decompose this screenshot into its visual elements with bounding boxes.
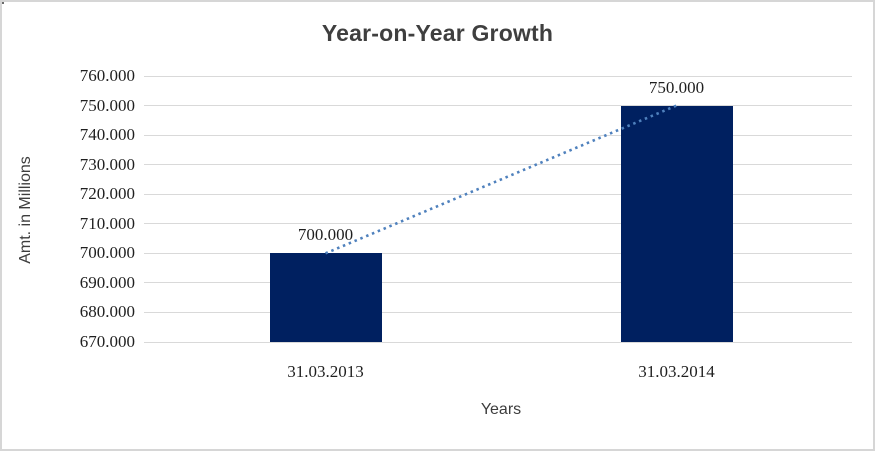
gridline <box>144 134 852 136</box>
y-tick-label: 760.000 <box>79 66 135 85</box>
gridline <box>144 282 852 284</box>
y-tick-label: 720.000 <box>79 184 135 204</box>
gridline <box>144 252 852 254</box>
y-axis-tick-labels: 760.000 750.000 740.000 730.000 720.000 710.0… <box>2 66 135 351</box>
bar-31.03.2013[interactable] <box>269 253 382 342</box>
gridline <box>144 105 852 107</box>
y-tick-label: 710.000 <box>79 213 135 233</box>
y-tick-label: 740.000 <box>79 125 135 145</box>
gridline <box>144 164 852 166</box>
gridline <box>144 193 852 195</box>
x-category-label: 31.03.2014 <box>638 362 715 381</box>
gridline <box>144 341 852 343</box>
x-axis-title: Years <box>480 401 522 418</box>
y-tick-label: 680.000 <box>79 302 135 322</box>
gridline <box>144 223 852 225</box>
trendline-svg <box>324 104 678 255</box>
y-tick-label: 750.000 <box>79 95 135 115</box>
bar-data-label: 700.000 <box>297 225 354 245</box>
x-category-label: 31.03.2013 <box>287 362 364 381</box>
y-tick-label: 700.000 <box>79 243 135 263</box>
y-tick-label: 690.000 <box>79 272 135 292</box>
y-tick-label: 730.000 <box>79 154 135 174</box>
bar-data-label: 750.000 <box>648 77 705 97</box>
y-tick-label: 670.000 <box>79 332 135 351</box>
chart-title: Year-on-Year Growth <box>321 20 554 46</box>
bar-31.03.2014[interactable] <box>620 105 733 342</box>
x-axis-category-labels: 31.03.2013 31.03.2014 <box>2 362 873 384</box>
gridline <box>144 311 852 313</box>
plot-area: 700.000 750.000 <box>144 75 852 343</box>
frame-corner-mark <box>2 2 4 4</box>
gridline <box>144 75 852 77</box>
